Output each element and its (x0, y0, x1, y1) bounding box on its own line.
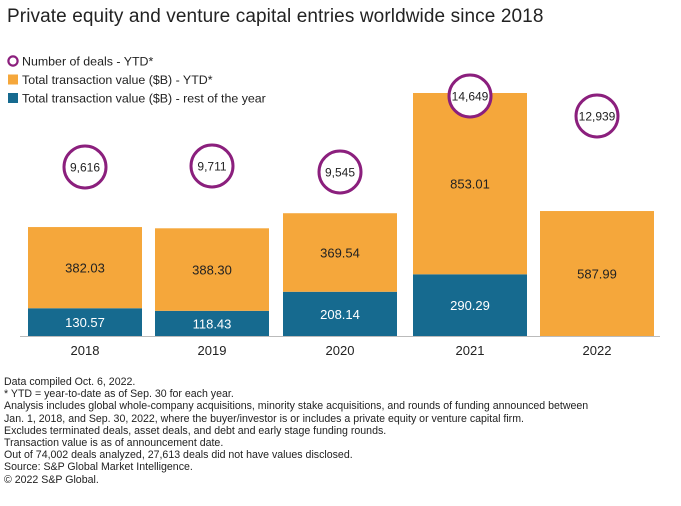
footnote-line: © 2022 S&P Global. (4, 473, 99, 486)
legend-marker-square (8, 74, 18, 85)
legend-marker-circle (7, 55, 19, 67)
footnote-line: Jan. 1, 2018, and Sep. 30, 2022, where t… (4, 412, 524, 425)
x-axis-ticks: 2018 2019 2020 2021 2022 (71, 343, 612, 358)
bar-value-label-rest: 290.29 (450, 298, 490, 313)
bar-value-label-ytd: 853.01 (450, 177, 490, 192)
bar-value-label-ytd: 388.30 (192, 263, 232, 278)
legend: Number of deals - YTD* Total transaction … (7, 55, 266, 106)
x-tick-label: 2019 (198, 343, 227, 358)
deal-count-label: 9,711 (197, 160, 226, 174)
footnote-line: Excludes terminated deals, asset deals, … (4, 424, 387, 437)
x-tick-label: 2020 (326, 343, 355, 358)
bar-rest-of-year (28, 308, 142, 336)
footnote-line: * YTD = year-to-date as of Sep. 30 for e… (4, 388, 234, 401)
bar-rest-of-year (413, 274, 527, 336)
bar-value-label-ytd: 382.03 (65, 261, 105, 276)
footnote-line: Data compiled Oct. 6, 2022. (4, 376, 136, 388)
deal-count-circle (447, 73, 493, 119)
deal-count-label: 9,545 (325, 166, 355, 180)
bar-value-label-rest: 130.57 (65, 315, 105, 330)
stacked-bar-chart: Number of deals - YTD* Total transaction … (7, 55, 660, 358)
deal-count-circle (189, 143, 235, 189)
deal-count-label: 9,616 (70, 161, 100, 175)
footnote-line: Source: S&P Global Market Intelligence. (4, 461, 193, 474)
bar-rest-of-year (283, 291, 397, 336)
bar-ytd (28, 227, 142, 309)
bar-value-label-ytd: 369.54 (320, 245, 360, 260)
bar-ytd (540, 211, 654, 336)
footnotes: Data compiled Oct. 6, 2022. * YTD = year… (4, 376, 588, 486)
legend-label: Total transaction value ($B) - YTD* (22, 73, 213, 87)
chart-title: Private equity and venture capital entri… (7, 6, 544, 27)
bar-value-label-rest: 118.43 (193, 316, 232, 331)
x-tick-label: 2022 (583, 343, 612, 358)
bar-ytd (283, 213, 397, 292)
deal-count-circle (317, 149, 363, 195)
deal-count-circle (574, 93, 620, 139)
bar-value-label-ytd: 587.99 (577, 267, 617, 282)
footnote-line: Out of 74,002 deals analyzed, 27,613 dea… (4, 449, 353, 462)
x-tick-label: 2021 (456, 343, 485, 358)
footnote-line: Analysis includes global whole-company a… (4, 400, 589, 413)
bars: 130.57 382.03 118.43 388.30 208.14 369.54 290.… (28, 93, 654, 336)
bar-ytd (155, 228, 269, 311)
legend-label: Total transaction value ($B) - rest of t… (22, 92, 266, 106)
deal-count-circle (62, 144, 108, 190)
x-tick-label: 2018 (71, 343, 100, 358)
bar-rest-of-year (155, 310, 269, 336)
bar-value-label-rest: 208.14 (320, 307, 360, 322)
legend-marker-square (8, 93, 18, 103)
deal-count-markers: 9,616 9,711 9,545 14,649 12,939 (62, 73, 620, 195)
footnote-line: Transaction value is as of announcement … (4, 437, 224, 450)
bar-ytd (413, 93, 527, 275)
legend-label: Number of deals - YTD* (22, 55, 153, 69)
deal-count-label: 12,939 (579, 110, 616, 124)
deal-count-label: 14,649 (452, 90, 489, 104)
